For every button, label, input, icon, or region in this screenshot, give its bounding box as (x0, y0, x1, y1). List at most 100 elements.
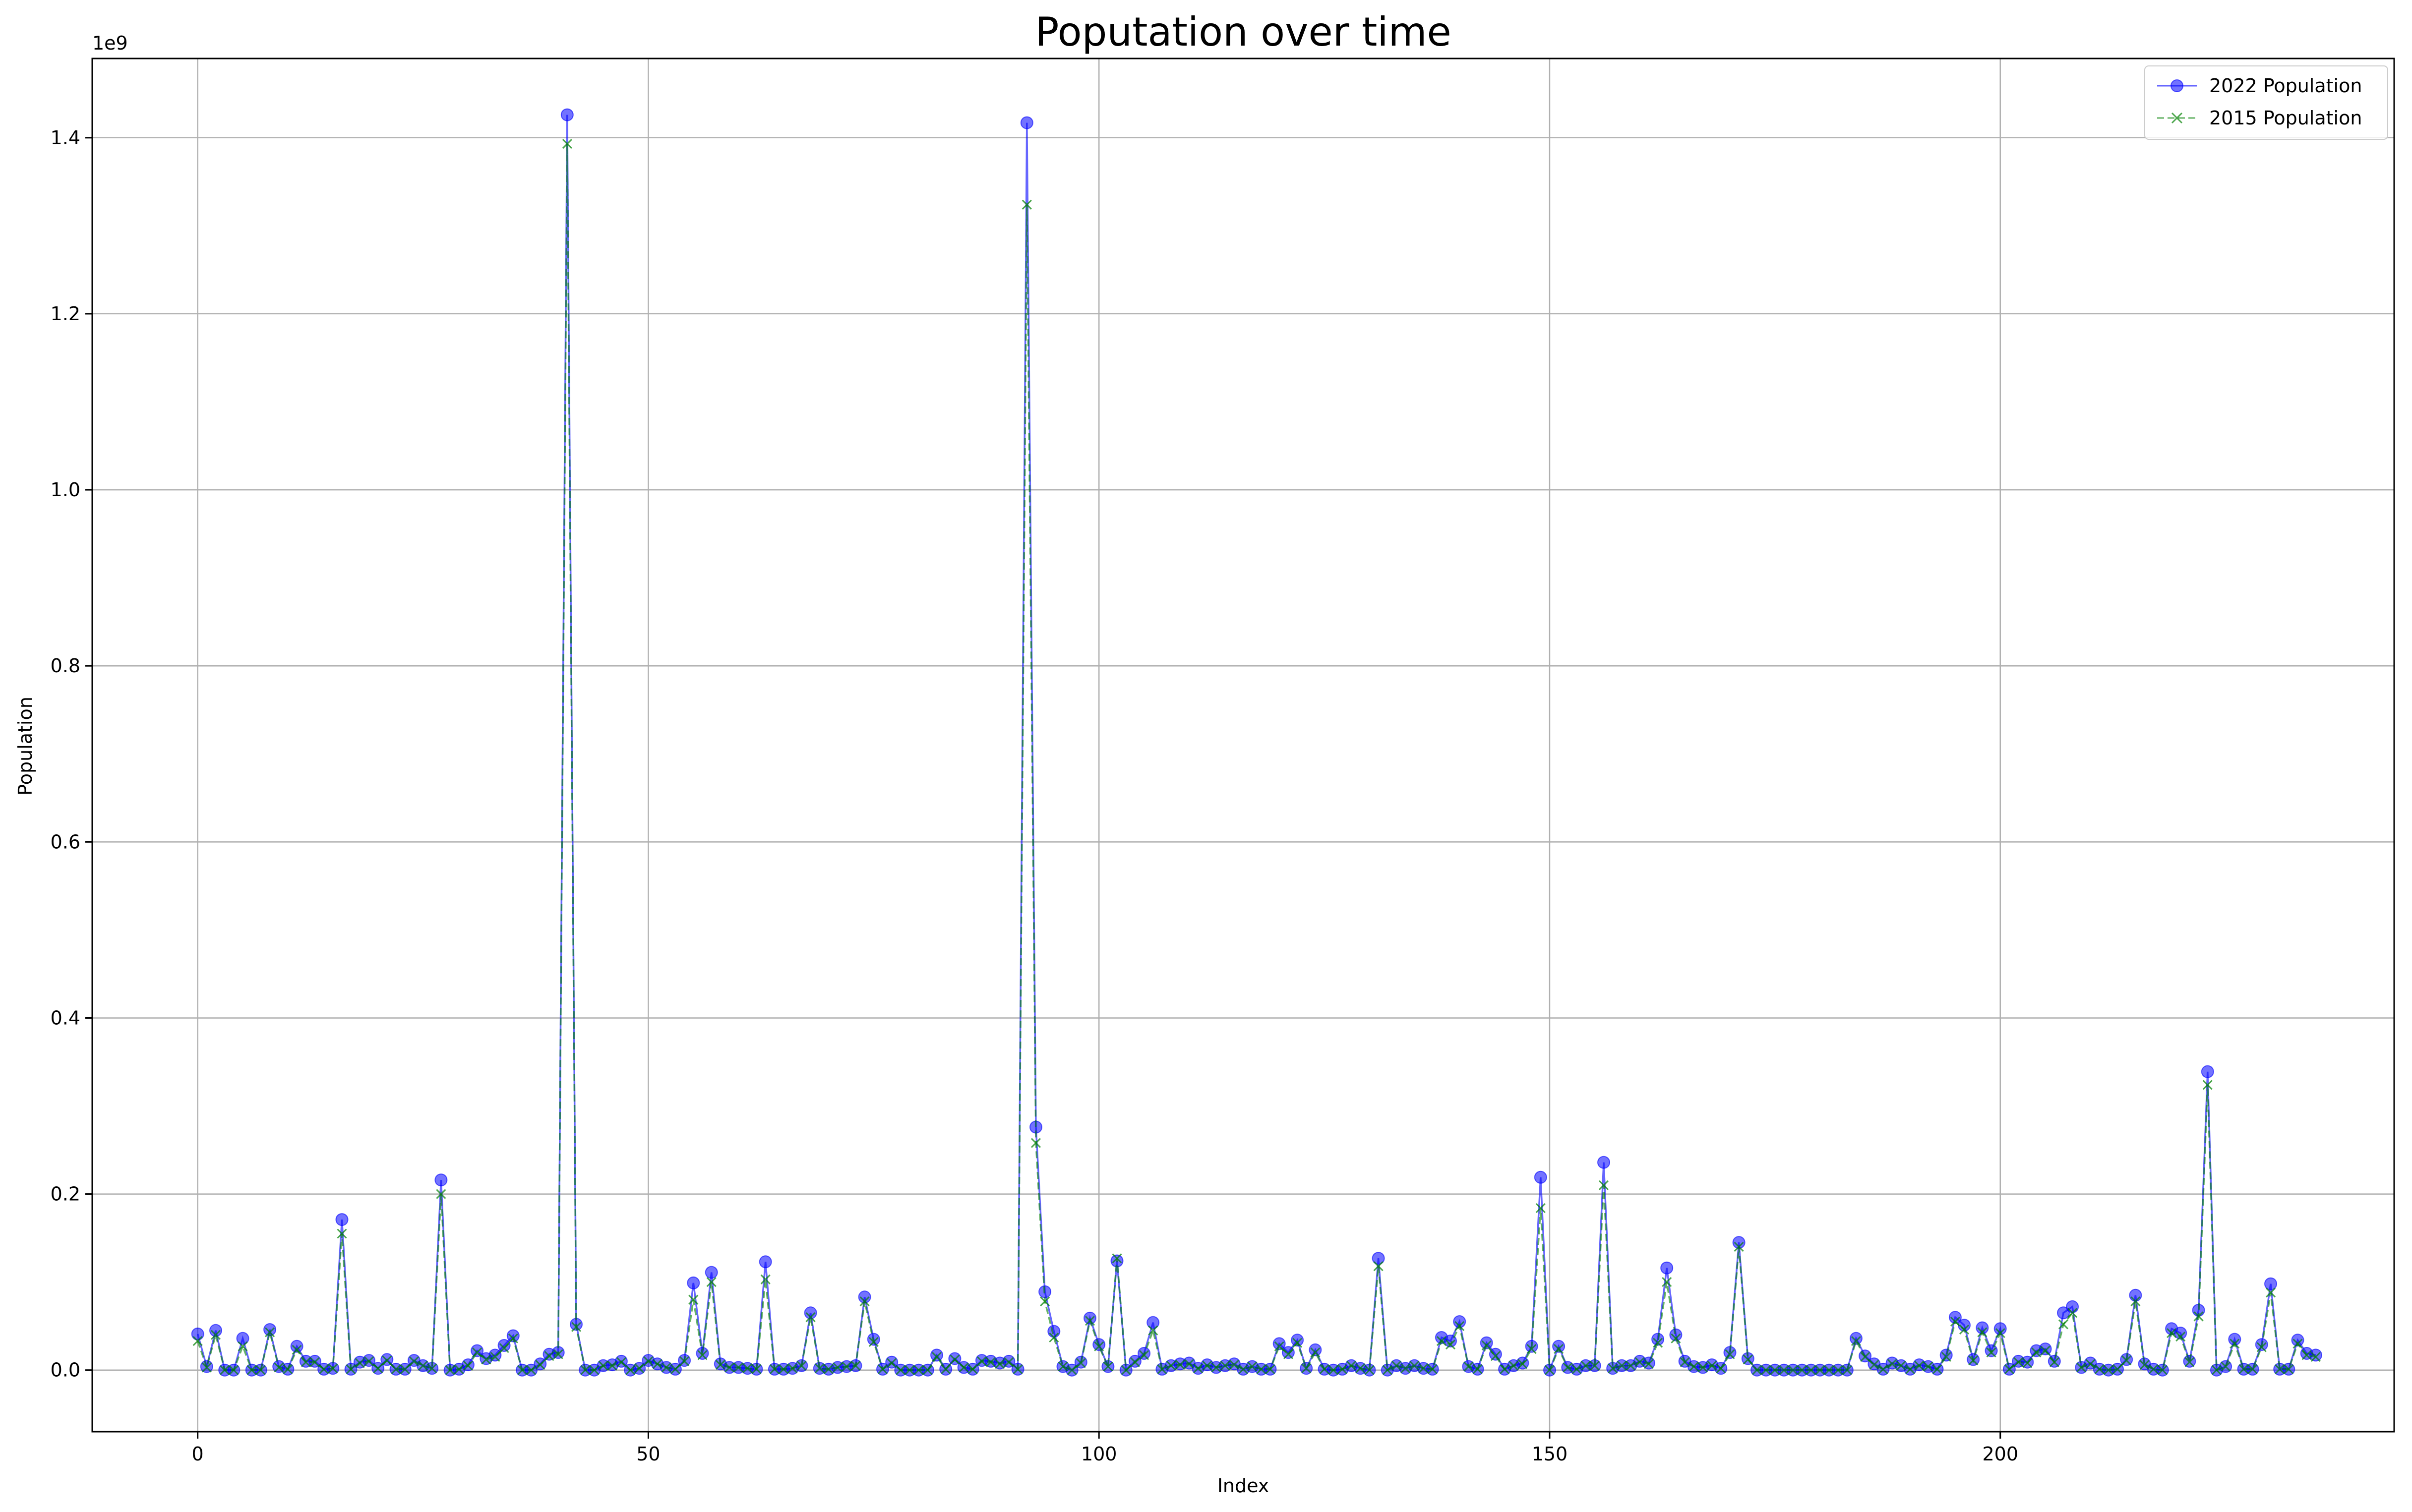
data-point-2022 (434, 1173, 448, 1187)
data-point-2015 (1013, 1364, 1023, 1374)
data-point-2015 (1526, 1344, 1537, 1354)
legend-marker-2022 (2171, 79, 2183, 92)
data-point-2015 (1716, 1363, 1726, 1374)
data-point-2015 (210, 1330, 221, 1340)
data-point-2015 (463, 1360, 473, 1371)
legend: 2022 Population 2015 Population (2144, 65, 2388, 140)
data-point-2015 (2022, 1358, 2033, 1368)
data-point-2015 (1634, 1357, 1645, 1367)
data-point-2015 (796, 1360, 807, 1371)
data-point-2015 (2221, 1361, 2231, 1372)
data-point-2015 (2175, 1332, 2186, 1342)
x-axis-title: Index (1217, 1475, 1269, 1497)
data-point-2015 (301, 1357, 311, 1367)
data-point-2015 (1761, 1365, 1771, 1375)
y-offset-label: 1e9 (92, 32, 128, 54)
data-point-2015 (1085, 1316, 1095, 1326)
data-point-2022 (2039, 1342, 2052, 1356)
data-point-2022 (2264, 1277, 2277, 1290)
data-point-2015 (742, 1363, 753, 1374)
data-point-2015 (779, 1364, 789, 1374)
data-point-2015 (1490, 1351, 1501, 1361)
data-point-2015 (1166, 1360, 1176, 1371)
data-point-2015 (1211, 1362, 1221, 1373)
data-point-2015 (769, 1364, 780, 1374)
data-point-2015 (1274, 1341, 1284, 1351)
data-point-2022 (1309, 1343, 1322, 1356)
data-point-2015 (1202, 1360, 1212, 1371)
legend-box (2144, 65, 2388, 140)
data-point-2015 (1554, 1344, 1564, 1354)
data-point-2015 (255, 1365, 266, 1375)
data-point-2015 (2184, 1357, 2195, 1367)
data-point-2015 (1427, 1364, 1438, 1374)
data-point-2015 (1030, 1138, 1041, 1148)
data-point-2015 (1130, 1357, 1140, 1367)
data-point-2022 (2057, 1306, 2070, 1320)
data-point-2015 (1788, 1365, 1798, 1375)
data-point-2022 (1597, 1156, 1610, 1169)
data-point-2015 (2193, 1311, 2204, 1322)
data-point-2015 (941, 1364, 951, 1374)
data-point-2022 (687, 1276, 700, 1289)
data-point-2015 (986, 1357, 996, 1367)
data-point-2022 (2129, 1288, 2142, 1302)
data-point-2015 (1779, 1365, 1789, 1375)
data-point-2022 (1291, 1334, 1304, 1347)
data-point-2015 (1959, 1324, 1970, 1335)
data-point-2015 (859, 1296, 870, 1307)
data-point-2015 (1373, 1261, 1384, 1272)
data-point-2015 (670, 1364, 680, 1374)
data-point-2015 (2230, 1338, 2240, 1349)
y-tick-label: 0.0 (51, 1359, 80, 1381)
data-point-2015 (1544, 1365, 1555, 1375)
data-point-2015 (1626, 1360, 1636, 1371)
data-point-2015 (1815, 1365, 1825, 1375)
data-point-2015 (1950, 1316, 1960, 1327)
data-point-2022 (1552, 1339, 1566, 1353)
data-point-2015 (292, 1344, 302, 1355)
data-point-2015 (724, 1362, 735, 1373)
data-point-2015 (616, 1357, 626, 1367)
data-point-2022 (1939, 1348, 1953, 1362)
data-point-2015 (787, 1363, 798, 1374)
legend-label-2022: 2022 Population (2209, 75, 2362, 97)
data-point-2015 (328, 1363, 338, 1374)
data-point-2015 (1463, 1361, 1474, 1372)
data-point-2015 (373, 1363, 383, 1374)
data-point-2015 (1697, 1362, 1708, 1373)
data-point-2015 (1643, 1359, 1654, 1369)
data-point-2015 (472, 1347, 482, 1358)
data-point-2015 (607, 1360, 617, 1371)
data-point-2015 (562, 139, 572, 149)
data-point-2022 (2309, 1348, 2322, 1362)
data-point-2015 (1238, 1364, 1249, 1374)
data-point-2015 (1571, 1364, 1582, 1374)
legend-marker-2015 (2171, 112, 2183, 124)
data-point-2022 (1372, 1252, 1385, 1265)
data-point-2022 (488, 1348, 502, 1362)
data-point-2015 (1500, 1364, 1510, 1374)
data-point-2022 (506, 1329, 520, 1342)
data-point-2022 (1534, 1170, 1547, 1184)
data-point-2022 (471, 1344, 484, 1357)
data-point-2022 (1146, 1316, 1160, 1329)
data-point-2015 (706, 1277, 717, 1287)
data-point-2015 (868, 1337, 879, 1347)
data-point-2015 (229, 1365, 239, 1375)
data-point-2015 (1977, 1327, 1988, 1338)
data-point-2015 (1751, 1365, 1762, 1375)
data-point-2015 (580, 1365, 591, 1375)
data-point-2015 (2139, 1360, 2150, 1370)
data-point-2015 (1391, 1360, 1402, 1371)
x-tick-label: 150 (1532, 1443, 1568, 1465)
data-point-2015 (319, 1364, 329, 1374)
data-point-2015 (2085, 1359, 2096, 1369)
legend-label-2015: 2015 Population (2209, 107, 2362, 129)
data-point-2015 (1193, 1363, 1204, 1374)
data-point-2015 (1770, 1365, 1780, 1375)
data-point-2022 (1849, 1332, 1863, 1345)
data-point-2015 (896, 1365, 906, 1375)
data-point-2015 (481, 1354, 491, 1365)
data-point-2015 (391, 1364, 401, 1374)
